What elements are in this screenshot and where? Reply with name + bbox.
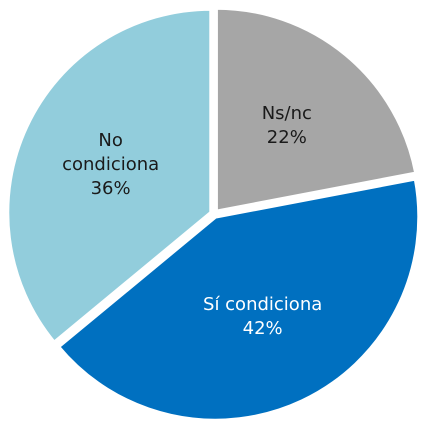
category-label: Ns/nc	[261, 102, 312, 124]
value-label: 22%	[266, 126, 307, 148]
pie-slice	[213, 5, 419, 215]
slice-label: No condiciona 36%	[51, 129, 171, 201]
slice-label: Ns/nc 22%	[227, 102, 347, 150]
slice-label: Sí condiciona 42%	[203, 293, 323, 341]
value-label: 42%	[242, 318, 283, 340]
value-label: 36%	[90, 178, 131, 200]
pie-slice	[5, 6, 214, 346]
category-label: Sí condiciona	[203, 294, 323, 316]
pie-slice	[55, 176, 422, 423]
category-label: No condiciona	[62, 130, 160, 176]
